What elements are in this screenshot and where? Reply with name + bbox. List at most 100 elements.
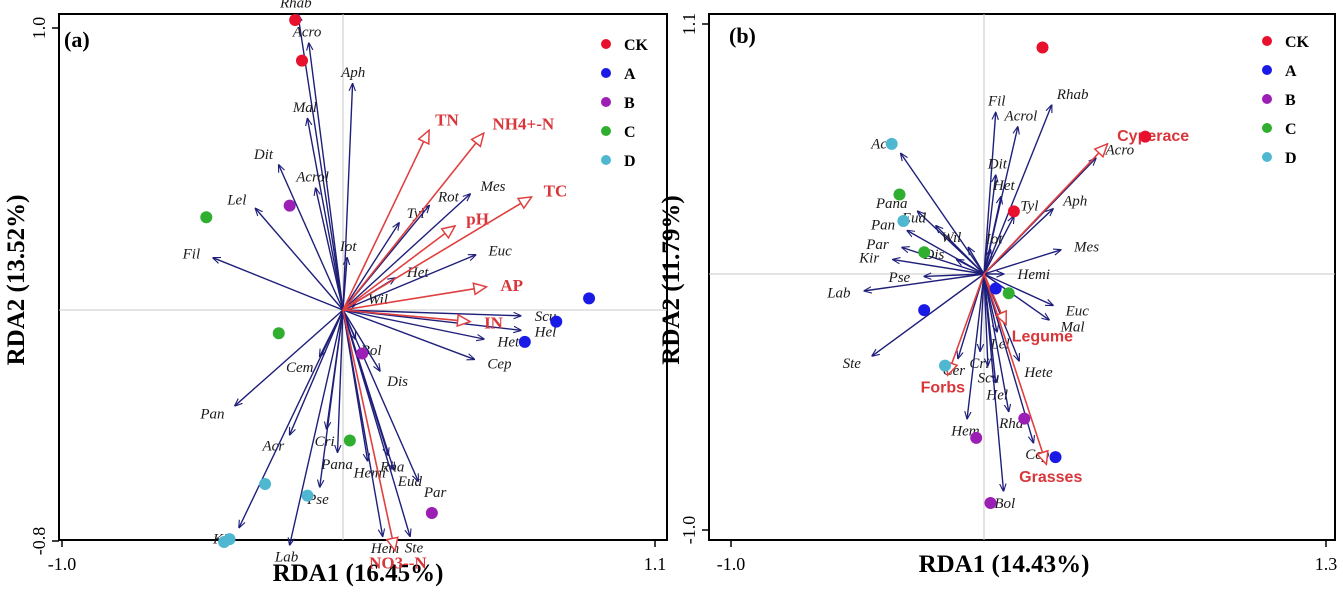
species-label: Hete [1023, 365, 1053, 381]
species-label: Dit [987, 156, 1008, 172]
species-arrow [980, 273, 985, 351]
species-arrow [309, 43, 344, 311]
species-label: Fil [987, 94, 1006, 110]
env-vector-label: pH [466, 210, 489, 229]
env-vector-arrow [342, 309, 395, 551]
site-point-a [989, 282, 1002, 295]
species-arrow [342, 309, 418, 481]
species-label: Lab [826, 286, 851, 302]
species-arrow [342, 309, 484, 339]
y-tick-label: -0.8 [29, 527, 49, 556]
species-arrow [279, 165, 344, 311]
species-label: Acr [262, 439, 285, 455]
legend-label: B [1285, 92, 1296, 109]
site-point-c [200, 211, 213, 224]
species-label: Tyl [1020, 199, 1038, 215]
species-arrow [864, 273, 985, 291]
species-label: Eud [397, 474, 423, 490]
species-arrow [983, 209, 1053, 275]
site-point-d [259, 478, 272, 490]
species-label: Lel [989, 337, 1009, 353]
plot-frame [58, 13, 668, 541]
species-label: Rha [998, 416, 1023, 432]
site-point-ck [1007, 205, 1020, 218]
species-label: Acrol [1004, 108, 1038, 124]
site-point-c [1002, 287, 1015, 300]
species-arrow [957, 260, 985, 275]
species-arrow [983, 105, 1052, 275]
site-point-b [984, 496, 997, 509]
species-label: Hete [497, 334, 527, 350]
species-arrow [290, 309, 344, 435]
species-arrow [983, 216, 1014, 275]
species-arrow [342, 255, 476, 311]
legend-marker-c [601, 126, 611, 136]
env-vector-arrow [342, 133, 484, 311]
species-arrow [936, 226, 985, 275]
species-arrow [983, 273, 1009, 411]
species-arrow [342, 309, 521, 316]
species-label: Kir [858, 251, 879, 267]
species-label: Par [423, 485, 447, 501]
env-vector-arrow [983, 144, 1108, 275]
species-label: Acro [292, 24, 322, 40]
species-label: Aph [1062, 194, 1087, 210]
site-point-a [550, 315, 563, 328]
panel-label: (b) [729, 23, 756, 48]
rda-panel-b: -1.0 1.3 1.1 -1.0 RDA1 (14.43%) RDA2 (11.79%)… [658, 13, 1337, 578]
legend-marker-c [1262, 123, 1272, 133]
species-label: Acro [1105, 143, 1135, 159]
species-label: Lab [274, 550, 299, 566]
legend-marker-d [601, 155, 611, 165]
species-arrow [342, 309, 383, 536]
species-label: Pan [870, 218, 895, 234]
site-point-a [518, 335, 531, 348]
legend-label: D [1285, 150, 1297, 167]
env-vector-label: Forbs [921, 380, 966, 397]
species-label: Scu [978, 371, 1000, 387]
env-vector-arrow [948, 273, 985, 375]
species-arrow [983, 273, 1004, 491]
site-point-a [918, 304, 931, 317]
env-vector-label: NO3--N [369, 553, 427, 572]
site-point-c [893, 188, 906, 201]
species-arrow [256, 209, 344, 311]
env-vector-label: TC [544, 182, 568, 201]
env-vector-arrow [342, 226, 455, 311]
legend-label: D [624, 153, 636, 170]
site-point-d [897, 214, 910, 227]
species-label: Het [992, 178, 1015, 194]
species-label: Mal [292, 100, 317, 116]
species-arrow [342, 84, 353, 311]
species-arrow [342, 309, 474, 359]
species-label: Mes [1073, 239, 1099, 255]
species-arrow [983, 250, 1061, 275]
species-label: Dis [386, 374, 408, 390]
species-arrow [967, 273, 985, 419]
env-vector-arrow [983, 273, 1046, 464]
legend-label: A [1285, 63, 1297, 80]
species-arrow [342, 309, 380, 371]
site-point-a [1049, 451, 1062, 464]
y-tick-label: -1.0 [679, 516, 699, 545]
site-point-d [885, 137, 898, 150]
species-arrow [239, 309, 344, 528]
site-point-d [939, 359, 951, 372]
species-arrow [320, 309, 344, 487]
x-axis-label: RDA1 (16.45%) [273, 560, 444, 587]
legend-marker-a [1262, 65, 1272, 75]
site-point-b [356, 347, 369, 360]
species-label: Pana [320, 457, 353, 473]
legend-label: C [1285, 121, 1297, 138]
site-point-ck [289, 14, 302, 26]
species-label: Acrol [295, 169, 329, 185]
species-label: Ste [405, 541, 424, 557]
species-label: Ste [843, 356, 862, 372]
species-arrow [235, 309, 344, 406]
species-label: Pan [199, 407, 224, 423]
species-arrow [983, 273, 988, 366]
species-label: Mal [1059, 320, 1084, 336]
species-label: Euc [488, 243, 513, 259]
